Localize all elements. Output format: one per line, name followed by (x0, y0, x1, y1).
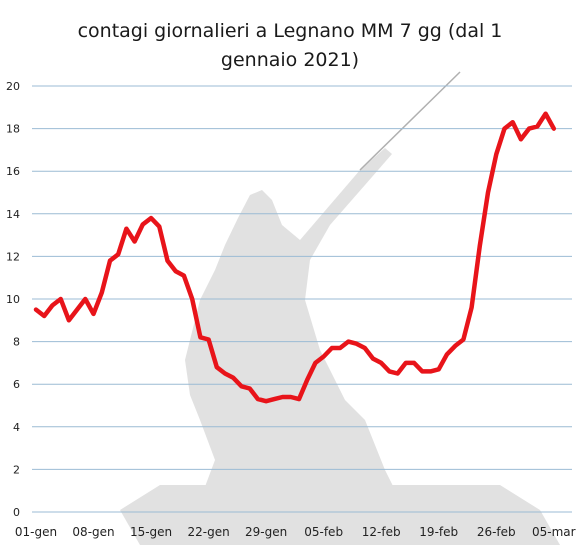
x-tick-label: 19-feb (419, 525, 458, 539)
x-tick-label: 22-gen (187, 525, 229, 539)
y-tick-label: 12 (6, 250, 20, 263)
y-tick-label: 4 (13, 421, 20, 434)
y-tick-label: 8 (13, 336, 20, 349)
y-tick-label: 20 (6, 80, 20, 93)
x-tick-label: 12-feb (362, 525, 401, 539)
y-tick-label: 10 (6, 293, 20, 306)
x-tick-label: 05-mar (532, 525, 576, 539)
x-tick-label: 15-gen (130, 525, 172, 539)
gridlines (32, 85, 572, 513)
x-axis-ticks: 01-gen 08-gen 15-gen 22-gen 29-gen 05-feb 12-f… (15, 525, 576, 539)
background-statue-sword (359, 71, 461, 171)
chart-title-line-2: gennaio 2021) (221, 49, 359, 71)
x-tick-label: 08-gen (72, 525, 114, 539)
x-tick-label: 01-gen (15, 525, 57, 539)
x-tick-label: 05-feb (304, 525, 343, 539)
background-statue-image (120, 148, 560, 545)
y-tick-label: 14 (6, 208, 20, 221)
y-tick-label: 0 (13, 506, 20, 519)
series-line (33, 111, 557, 404)
x-tick-label: 29-gen (245, 525, 287, 539)
y-tick-label: 2 (13, 463, 20, 476)
y-axis-ticks: 0 2 4 6 8 10 12 14 16 18 20 (6, 80, 20, 519)
y-tick-label: 16 (6, 165, 20, 178)
y-tick-label: 6 (13, 378, 20, 391)
x-tick-label: 26-feb (477, 525, 516, 539)
y-tick-label: 18 (6, 123, 20, 136)
chart-title-line-1: contagi giornalieri a Legnano MM 7 gg (d… (78, 20, 503, 42)
